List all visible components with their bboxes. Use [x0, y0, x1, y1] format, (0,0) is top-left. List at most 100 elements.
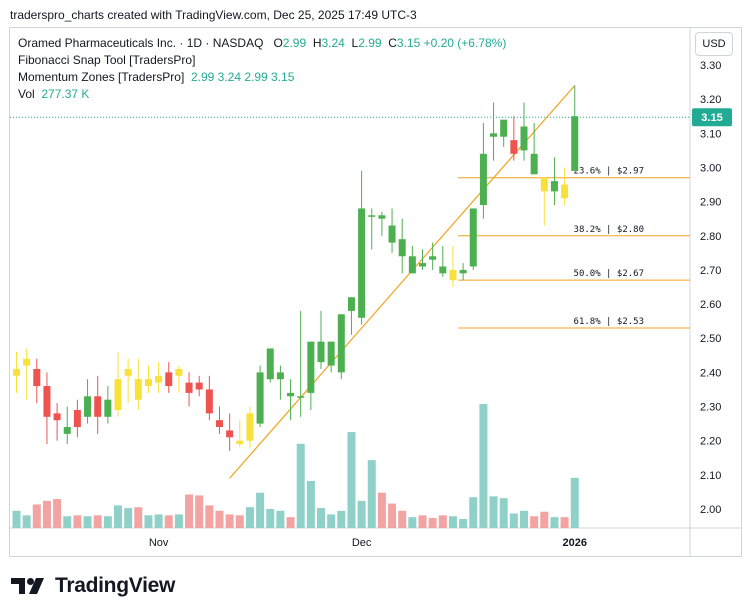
volume-bar [12, 510, 21, 528]
candle-body [256, 372, 264, 424]
fib-level-label: 38.2% | $2.80 [574, 225, 644, 235]
volume-bar [459, 518, 468, 528]
candle-body [408, 256, 416, 274]
candle-body [114, 379, 122, 410]
candle-body [73, 409, 81, 428]
last-price-badge [692, 108, 732, 127]
volume-bar [448, 516, 457, 528]
y-tick-label: 2.60 [700, 299, 721, 311]
volume-bar [103, 516, 112, 528]
x-tick-label: 2026 [563, 537, 587, 549]
volume-bar [63, 516, 72, 528]
fib-level-label: 23.6% | $2.97 [574, 167, 644, 177]
x-tick-label: Dec [352, 537, 372, 549]
y-tick-label: 2.80 [700, 231, 721, 243]
candle-body [500, 119, 508, 137]
y-tick-label: 2.10 [700, 470, 721, 482]
low-label: L [351, 36, 359, 50]
volume-bar [509, 513, 518, 528]
volume-bar [408, 517, 417, 528]
volume-bar [42, 500, 51, 528]
volume-bar [469, 497, 478, 528]
volume-bar [317, 508, 325, 528]
indicator-momentum-zones[interactable]: Momentum Zones [TradersPro] 2.99 3.24 2.… [18, 69, 506, 86]
candle-body [175, 368, 183, 376]
volume-bar [570, 477, 579, 528]
volume-bar [540, 511, 549, 528]
volume-bar [205, 505, 214, 528]
volume-bar [22, 515, 31, 528]
y-tick-label: 2.30 [700, 402, 721, 414]
candle-body [205, 389, 213, 414]
candle-body [13, 368, 20, 376]
volume-bar [124, 508, 133, 528]
candle-body [479, 153, 487, 206]
currency-button[interactable]: USD [695, 32, 733, 56]
volume-bar [245, 507, 254, 528]
volume-bar [530, 516, 539, 528]
indicator-momentum-values: 2.99 3.24 2.99 3.15 [190, 70, 295, 84]
volume-bar [367, 460, 376, 528]
volume-bar [418, 515, 427, 528]
fib-level-label: 50.0% | $2.67 [574, 269, 644, 279]
candle-body [561, 184, 569, 199]
candle-body [94, 396, 102, 417]
indicator-fib-snap[interactable]: Fibonacci Snap Tool [TradersPro] [18, 53, 196, 67]
tradingview-brand-text: TradingView [55, 574, 176, 597]
close-value: 3.15 [396, 36, 421, 50]
volume-bar [32, 504, 41, 528]
y-tick-label: 3.20 [700, 94, 721, 106]
volume-bar [266, 508, 275, 528]
volume-bar [154, 514, 163, 528]
price-axis[interactable]: 3.30 3.20 3.10 3.00 2.90 2.80 2.70 2.60 2.50 2.40… [700, 60, 721, 516]
candle-body [510, 140, 518, 154]
created-by-line: traderspro_charts created with TradingVi… [10, 8, 417, 22]
symbol-title[interactable]: Oramed Pharmaceuticals Inc. · 1D · NASDA… [18, 36, 264, 50]
volume-bar [144, 515, 153, 528]
volume-bar [195, 495, 204, 528]
volume-bar [398, 510, 407, 528]
low-value: 2.99 [358, 36, 382, 50]
indicator-volume[interactable]: Vol 277.37 K [18, 86, 506, 103]
last-price-label: 3.15 [701, 112, 722, 124]
volume-bar [357, 500, 366, 528]
candle-body [347, 297, 355, 311]
candle-body [84, 396, 92, 417]
candle-body [469, 208, 477, 267]
chart-frame [9, 27, 742, 557]
volume-bar [388, 503, 397, 528]
volume-bar [215, 510, 224, 528]
last-price-line: 3.15 [10, 108, 732, 127]
volume-bar [185, 494, 194, 528]
volume-bar [560, 517, 569, 528]
tradingview-logo-icon [11, 578, 44, 594]
candle-body [571, 116, 579, 171]
candle-body [216, 420, 223, 428]
volume-bar [347, 432, 356, 528]
volume-bar [174, 514, 183, 528]
candle-body [419, 263, 426, 267]
candle-body [520, 126, 528, 151]
volume-bar [73, 515, 82, 528]
candle-body [236, 440, 244, 445]
candle-body [429, 256, 437, 260]
volume-bar [235, 515, 244, 528]
candle-body [327, 341, 335, 366]
time-axis[interactable]: Nov Dec 2026 [149, 537, 587, 549]
y-tick-label: 3.30 [700, 60, 721, 72]
volume-bar [306, 480, 315, 528]
high-label: H [312, 36, 322, 50]
volume-bar [256, 492, 265, 528]
volume-bar [438, 515, 447, 528]
candle-body [144, 379, 152, 387]
candle-body [266, 348, 274, 380]
volume-bar [53, 499, 62, 528]
candle-body [398, 239, 406, 257]
volume-bar [327, 514, 336, 528]
y-tick-label: 2.00 [700, 504, 721, 516]
candle-body [449, 269, 457, 281]
volume-bar [520, 510, 528, 528]
candle-body [490, 133, 498, 137]
open-value: 2.99 [282, 36, 307, 50]
